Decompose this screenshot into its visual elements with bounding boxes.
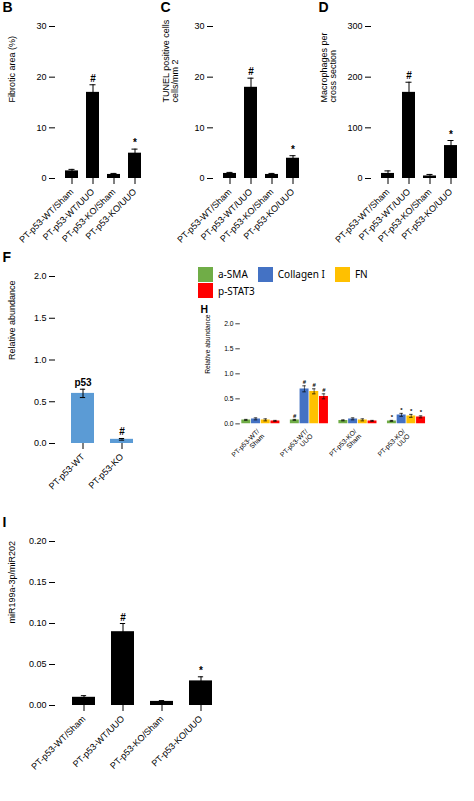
svg-text:*: * (420, 409, 423, 415)
svg-text:PT-p53-WT/UUO: PT-p53-WT/UUO (70, 713, 127, 770)
svg-text:PT-p53-WT/Sham: PT-p53-WT/Sham (230, 427, 266, 463)
svg-text:0.0: 0.0 (34, 438, 47, 448)
svg-text:0.20: 0.20 (29, 536, 47, 546)
svg-text:2.0: 2.0 (34, 271, 47, 281)
svg-text:PT-p53-KO/UUO: PT-p53-KO/UUO (150, 714, 205, 769)
html-text:FN: FN (354, 267, 368, 282)
svg-text:Fibrotic area (%): Fibrotic area (%) (7, 36, 17, 103)
svg-text:0.05: 0.05 (29, 659, 47, 669)
svg-text:PT-p53-WT/UUO: PT-p53-WT/UUO (40, 186, 97, 243)
svg-text:PT-p53-KO/Sham: PT-p53-KO/Sham (328, 427, 363, 462)
svg-text:200: 200 (347, 72, 362, 82)
svg-text:PT-p53-WT/UUO: PT-p53-WT/UUO (198, 186, 255, 243)
svg-text:Relative abundance: Relative abundance (7, 280, 17, 360)
svg-text:C: C (161, 0, 171, 15)
svg-text:PT-p53-KO/Sham: PT-p53-KO/Sham (60, 186, 118, 244)
svg-text:2.0: 2.0 (224, 320, 234, 327)
svg-text:Relative abundance: Relative abundance (204, 314, 211, 374)
svg-text:0.00: 0.00 (29, 700, 47, 710)
svg-text:*: * (400, 407, 403, 413)
svg-text:0: 0 (199, 173, 204, 183)
svg-text:#: # (293, 413, 297, 419)
svg-text:PT-p53-KO/UUO: PT-p53-KO/UUO (376, 428, 411, 463)
svg-text:30: 30 (194, 21, 204, 31)
html-text:Collagen I: Collagen I (277, 267, 325, 282)
svg-text:*: * (199, 665, 203, 676)
svg-text:10: 10 (194, 123, 204, 133)
svg-text:PT-p53-WT: PT-p53-WT (47, 451, 87, 491)
svg-text:1.0: 1.0 (224, 370, 234, 377)
svg-text:0.0: 0.0 (224, 420, 234, 427)
svg-text:PT-p53-WT/Sham: PT-p53-WT/Sham (17, 186, 76, 245)
svg-text:0: 0 (41, 173, 46, 183)
svg-text:0.10: 0.10 (29, 618, 47, 628)
svg-text:p53: p53 (74, 377, 92, 388)
svg-text:miR199a-3p/miR202: miR199a-3p/miR202 (7, 541, 17, 624)
svg-text:PT-p53-WT/Sham: PT-p53-WT/Sham (29, 713, 88, 772)
svg-text:0.5: 0.5 (224, 395, 234, 402)
svg-text:PT-p53-WT/Sham: PT-p53-WT/Sham (175, 186, 234, 245)
svg-text:I: I (3, 515, 7, 530)
svg-text:1.5: 1.5 (34, 313, 47, 323)
svg-text:20: 20 (194, 72, 204, 82)
svg-text:300: 300 (347, 21, 362, 31)
svg-text:*: * (449, 129, 453, 140)
svg-text:#: # (119, 426, 125, 437)
svg-text:PT-p53-KO/UUO: PT-p53-KO/UUO (84, 187, 139, 242)
svg-text:100: 100 (347, 123, 362, 133)
svg-text:1.5: 1.5 (224, 345, 234, 352)
svg-text:#: # (120, 612, 126, 623)
svg-text:PT-p53-KO/UUO: PT-p53-KO/UUO (242, 187, 297, 242)
svg-text:20: 20 (36, 72, 46, 82)
svg-text:*: * (391, 414, 394, 420)
svg-text:#: # (406, 70, 412, 81)
svg-text:PT-p53-KO/Sham: PT-p53-KO/Sham (376, 186, 434, 244)
svg-text:Macrophages percross section: Macrophages percross section (319, 32, 338, 102)
svg-text:30: 30 (36, 21, 46, 31)
svg-text:B: B (3, 0, 13, 15)
svg-text:0.5: 0.5 (34, 397, 47, 407)
svg-text:0.15: 0.15 (29, 577, 47, 587)
svg-text:PT-p53-WT/Sham: PT-p53-WT/Sham (333, 186, 392, 245)
svg-text:H: H (201, 304, 209, 315)
svg-text:PT-p53-KO/UUO: PT-p53-KO/UUO (400, 187, 455, 242)
svg-text:#: # (248, 66, 254, 77)
svg-text:#: # (303, 379, 307, 385)
svg-text:PT-p53-KO/Sham: PT-p53-KO/Sham (218, 186, 276, 244)
svg-text:D: D (319, 0, 329, 15)
svg-text:0: 0 (357, 173, 362, 183)
svg-text:TUNEL positive cellscells/mm 2: TUNEL positive cellscells/mm 2 (161, 19, 180, 102)
svg-text:#: # (90, 73, 96, 84)
svg-text:F: F (3, 250, 12, 265)
html-text:p-STAT3: p-STAT3 (218, 283, 255, 298)
svg-text:*: * (410, 408, 413, 414)
svg-text:*: * (133, 137, 137, 148)
svg-text:#: # (312, 382, 316, 388)
svg-text:1.0: 1.0 (34, 355, 47, 365)
svg-text:PT-p53-WT/UUO: PT-p53-WT/UUO (356, 186, 413, 243)
svg-text:10: 10 (36, 123, 46, 133)
svg-text:*: * (291, 144, 295, 155)
html-text:a-SMA: a-SMA (218, 267, 248, 282)
svg-text:#: # (322, 387, 326, 393)
svg-text:PT-p53-WT/UUO: PT-p53-WT/UUO (279, 428, 314, 463)
svg-text:PT-p53-KO: PT-p53-KO (87, 452, 126, 491)
svg-text:PT-p53-KO/Sham: PT-p53-KO/Sham (108, 713, 166, 771)
